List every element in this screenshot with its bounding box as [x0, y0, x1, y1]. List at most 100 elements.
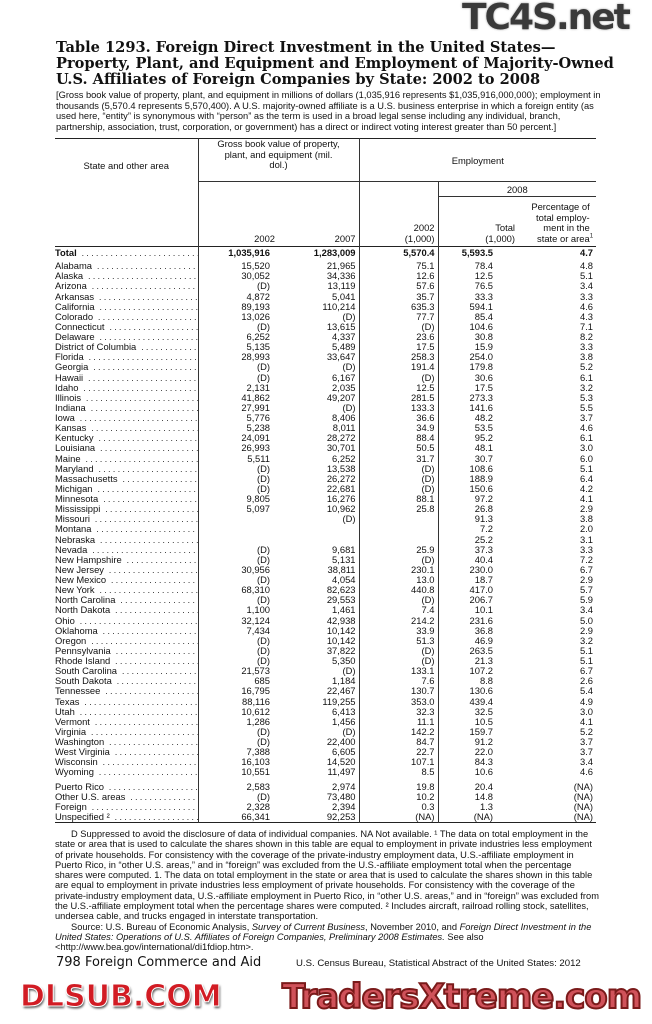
ppe-2002-cell: 6,252	[197, 332, 278, 343]
state-label: Montana	[55, 524, 92, 535]
emp-2008-pct-cell: 6.7	[579, 666, 594, 677]
state-label: Michigan	[55, 483, 93, 494]
watermark-middle: DLSUB.COM	[20, 979, 223, 1014]
table-row: New York ...............................…	[55, 585, 596, 596]
state-label: Pennsylvania	[55, 645, 111, 656]
ppe-2002-cell: (D)	[197, 372, 278, 383]
table-row: New Jersey .............................…	[55, 564, 596, 575]
emp-2008-total-cell: 263.5	[437, 645, 519, 656]
leader-dots: ........................................	[88, 352, 198, 363]
emp-2008-pct-cell: 3.8	[579, 514, 594, 525]
ppe-2007-cell: 92,253	[326, 811, 356, 822]
ppe-2007-cell: 28,272	[326, 433, 356, 444]
table-row: South Dakota ...........................…	[55, 676, 596, 687]
emp-2008-pct-cell: 5.4	[579, 686, 594, 697]
table-row: Georgia ................................…	[55, 362, 596, 373]
leader-dots: ........................................	[91, 635, 198, 646]
leader-dots: ........................................	[102, 757, 198, 768]
state-name-cell: Kansas .................................…	[55, 423, 198, 433]
state-name-cell: Tennessee ..............................…	[55, 686, 198, 696]
state-name-cell: Ohio ...................................…	[55, 616, 198, 626]
state-name-cell: Missouri ...............................…	[55, 514, 198, 524]
emp-2008-total-cell: 40.4	[437, 554, 519, 565]
table-row: Puerto Rico ............................…	[55, 777, 596, 792]
emp-2008-total-cell: 48.1	[437, 443, 519, 454]
table-row: Louisiana ..............................…	[55, 443, 596, 454]
emp-2002-cell: (D)	[358, 473, 439, 484]
ppe-2007-cell: 1,456	[332, 716, 356, 727]
state-name-cell: Idaho ..................................…	[55, 383, 198, 393]
leader-dots: ........................................	[114, 811, 198, 822]
leader-dots: ........................................	[130, 791, 198, 802]
emp-2008-total-cell: 594.1	[437, 301, 519, 312]
ppe-2002-cell: 7,388	[197, 747, 278, 758]
leader-dots: ........................................	[105, 686, 198, 697]
emp-2008-total-cell: 12.5	[437, 271, 519, 282]
state-name-cell: South Carolina .........................…	[55, 666, 198, 676]
leader-dots: ........................................	[91, 423, 198, 434]
ppe-2007-cell: 29,553	[326, 595, 356, 606]
emp-2002-cell: 35.7	[358, 291, 439, 302]
source-publication-2: Foreign Direct Investment in the United …	[55, 921, 592, 942]
state-name-cell: New Hampshire ..........................…	[55, 555, 198, 565]
source-publication-1: Survey of Current Business	[251, 921, 366, 932]
ppe-2002-cell: 10,612	[197, 706, 278, 717]
table-row: Minnesota ..............................…	[55, 494, 596, 505]
table-row: Ohio ...................................…	[55, 615, 596, 626]
state-name-cell: Virginia ...............................…	[55, 727, 198, 737]
emp-2002-cell: 50.5	[358, 443, 439, 454]
header-state: State and other area	[83, 159, 169, 171]
ppe-2007-cell: 38,811	[327, 564, 356, 575]
table-row: Unspecified ² ..........................…	[55, 811, 597, 823]
emp-2008-pct-cell: 4.6	[579, 767, 594, 778]
state-label: Missouri	[55, 514, 90, 525]
state-label: Rhode Island	[55, 656, 111, 666]
table-row: Indiana ................................…	[55, 402, 596, 413]
ppe-2007-cell: 34,336	[326, 271, 356, 282]
emp-2008-total-cell: 14.8	[437, 791, 519, 802]
leader-dots: ........................................	[90, 402, 198, 413]
leader-dots: ........................................	[87, 271, 198, 282]
emp-2008-total-cell: 188.9	[437, 473, 519, 484]
ppe-2002-cell	[197, 514, 278, 525]
state-name-cell: Hawaii .................................…	[55, 373, 198, 383]
table-row: South Carolina .........................…	[55, 666, 596, 677]
emp-2008-total-cell: 10.6	[437, 767, 519, 778]
emp-2008-total-cell: 141.6	[437, 402, 519, 413]
table-row: Michigan ...............................…	[55, 483, 596, 494]
ppe-2007-cell: 22,400	[326, 737, 356, 747]
emp-2002-cell	[358, 524, 439, 535]
table-row: Delaware ...............................…	[55, 332, 596, 343]
ppe-2007-cell: 42,938	[326, 615, 356, 626]
leader-dots: ........................................	[97, 483, 198, 494]
ppe-2007-cell: 26,272	[326, 473, 356, 484]
table-row: Connecticut ............................…	[55, 321, 596, 332]
state-label: Georgia	[55, 362, 89, 373]
state-name-cell: California .............................…	[55, 302, 198, 312]
emp-2008-pct-cell: 4.3	[579, 311, 594, 322]
leader-dots: ........................................	[108, 780, 198, 792]
state-label: Mississippi	[55, 504, 101, 515]
emp-2008-pct-cell: 3.0	[579, 443, 594, 454]
ppe-2007-cell	[278, 524, 359, 534]
emp-2002-cell: 51.3	[358, 635, 439, 646]
ppe-2002-cell: 9,805	[197, 494, 278, 505]
emp-2002-cell	[358, 514, 439, 525]
leader-dots: ........................................	[108, 564, 198, 575]
emp-2008-pct-cell: 8.2	[579, 332, 594, 342]
emp-2008-total-cell: 32.5	[437, 706, 519, 717]
emp-2008-pct-cell: 3.7	[579, 747, 594, 758]
leader-dots: ........................................	[99, 301, 198, 312]
emp-2008-total-cell: 21.3	[437, 656, 519, 667]
emp-2008-pct-cell: (NA)	[573, 780, 594, 792]
ppe-2007-cell: 4,054	[332, 575, 356, 585]
table-row: Mississippi ............................…	[55, 504, 596, 515]
state-name-cell: Iowa ...................................…	[55, 413, 198, 423]
ppe-2002-cell: (D)	[197, 791, 278, 802]
state-name-cell: Arizona ................................…	[55, 281, 198, 291]
emp-2002-cell: 88.4	[358, 433, 439, 444]
table-row: Alaska .................................…	[55, 271, 596, 282]
ppe-2002-cell: 5,097	[197, 504, 278, 515]
state-label: Total	[55, 247, 77, 258]
ppe-2002-cell: 2,131	[197, 382, 278, 393]
